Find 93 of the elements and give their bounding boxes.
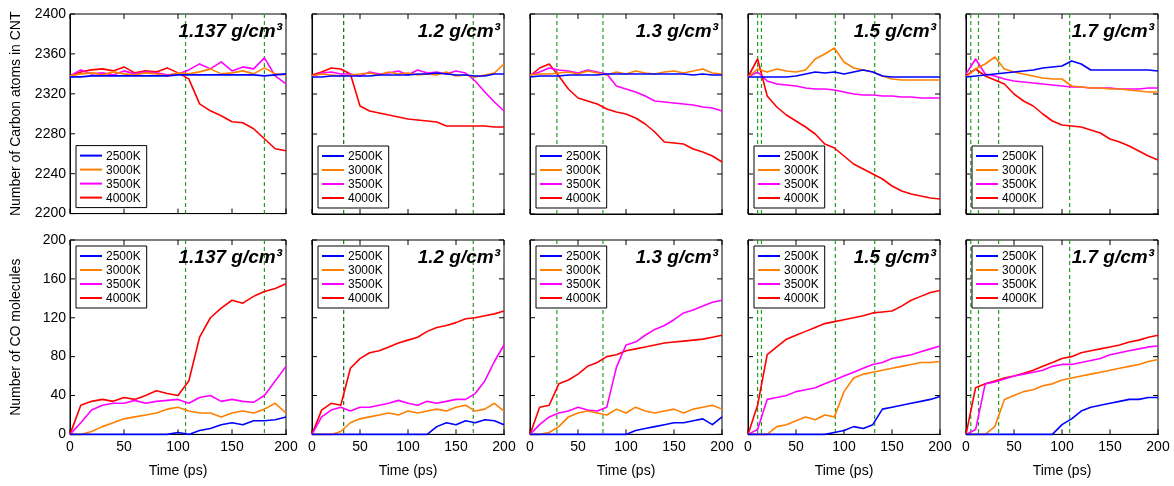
legend-label: 3500K [106,277,141,292]
legend-label: 3000K [348,263,383,278]
annotation: 1.2 g/cm³ [417,245,501,267]
x-tick-label: 0 [526,437,535,454]
legend-label: 3000K [348,163,383,178]
legend-label: 3500K [1002,177,1037,192]
legend-label: 3500K [784,177,819,192]
legend-label: 4000K [566,291,601,306]
legend-label: 2500K [1002,149,1037,164]
annotation: 1.7 g/cm³ [1071,19,1155,41]
legend-label: 4000K [106,291,141,306]
annotation: 1.137 g/cm³ [178,245,283,267]
y-tick-label: 200 [42,230,67,247]
legend-label: 2500K [348,249,383,264]
annotation: 1.3 g/cm³ [635,245,719,267]
legend-label: 3000K [784,163,819,178]
x-tick-label: 150 [1098,437,1122,454]
x-tick-label: 100 [614,437,638,454]
legend-label: 3000K [784,263,819,278]
legend-label: 3500K [784,277,819,292]
legend-label: 2500K [106,249,141,264]
x-tick-label: 150 [662,437,686,454]
annotation: 1.2 g/cm³ [417,19,501,41]
legend-label: 2500K [566,249,601,264]
annotation: 1.137 g/cm³ [178,19,283,41]
legend-label: 4000K [1002,291,1037,306]
y-axis-title: Number of Carbon atoms in CNT [7,11,24,217]
legend-label: 2500K [1002,249,1037,264]
legend-label: 3500K [566,177,601,192]
legend-label: 3000K [1002,163,1037,178]
x-tick-label: 0 [308,437,317,454]
annotation: 1.7 g/cm³ [1071,245,1155,267]
x-tick-label: 200 [710,437,734,454]
legend-label: 3500K [106,176,141,191]
x-tick-label: 100 [832,437,856,454]
x-axis-title: Time (ps) [596,462,656,479]
x-tick-label: 50 [788,437,804,454]
x-tick-label: 50 [352,437,368,454]
y-tick-label: 80 [50,347,67,364]
x-tick-label: 150 [220,437,244,454]
annotation: 1.5 g/cm³ [853,19,937,41]
x-tick-label: 100 [166,437,190,454]
legend-label: 3000K [566,163,601,178]
y-tick-label: 2400 [34,4,67,21]
legend-label: 4000K [348,291,383,306]
x-tick-label: 100 [396,437,420,454]
x-tick-label: 150 [880,437,904,454]
legend-label: 2500K [566,149,601,164]
y-tick-label: 2200 [34,204,67,221]
legend-label: 2500K [784,249,819,264]
legend-label: 3000K [106,263,141,278]
legend-label: 2500K [784,149,819,164]
legend-label: 4000K [784,191,819,206]
y-tick-label: 2320 [34,84,67,101]
x-tick-label: 0 [962,437,971,454]
legend-label: 4000K [348,191,383,206]
legend-label: 3500K [566,277,601,292]
legend-label: 3000K [1002,263,1037,278]
legend-label: 3500K [348,177,383,192]
x-axis-title: Time (ps) [378,462,438,479]
x-axis-title: Time (ps) [814,462,874,479]
annotation: 1.3 g/cm³ [635,19,719,41]
x-tick-label: 100 [1050,437,1074,454]
x-axis-title: Time (ps) [148,462,208,479]
legend-label: 2500K [106,148,141,163]
x-tick-label: 50 [116,437,132,454]
y-tick-label: 2360 [34,44,67,61]
x-tick-label: 150 [444,437,468,454]
legend-label: 3500K [1002,277,1037,292]
x-tick-label: 50 [570,437,586,454]
legend-label: 4000K [106,190,141,205]
legend-label: 4000K [784,291,819,306]
x-tick-label: 200 [492,437,516,454]
legend-label: 3500K [348,277,383,292]
y-tick-label: 2240 [34,164,67,181]
x-tick-label: 200 [274,437,298,454]
y-tick-label: 120 [42,308,67,325]
y-tick-label: 160 [42,269,67,286]
legend-label: 4000K [566,191,601,206]
legend-label: 2500K [348,149,383,164]
x-tick-label: 50 [1006,437,1022,454]
annotation: 1.5 g/cm³ [853,245,937,267]
x-tick-label: 200 [1146,437,1170,454]
legend-label: 3000K [566,263,601,278]
x-axis-title: Time (ps) [1032,462,1092,479]
x-tick-label: 0 [744,437,753,454]
y-tick-label: 40 [50,386,67,403]
y-tick-label: 0 [58,425,67,442]
legend-label: 3000K [106,162,141,177]
x-tick-label: 200 [928,437,952,454]
y-axis-title: Number of CO molecules [7,258,24,416]
y-tick-label: 2280 [34,124,67,141]
legend-label: 4000K [1002,191,1037,206]
